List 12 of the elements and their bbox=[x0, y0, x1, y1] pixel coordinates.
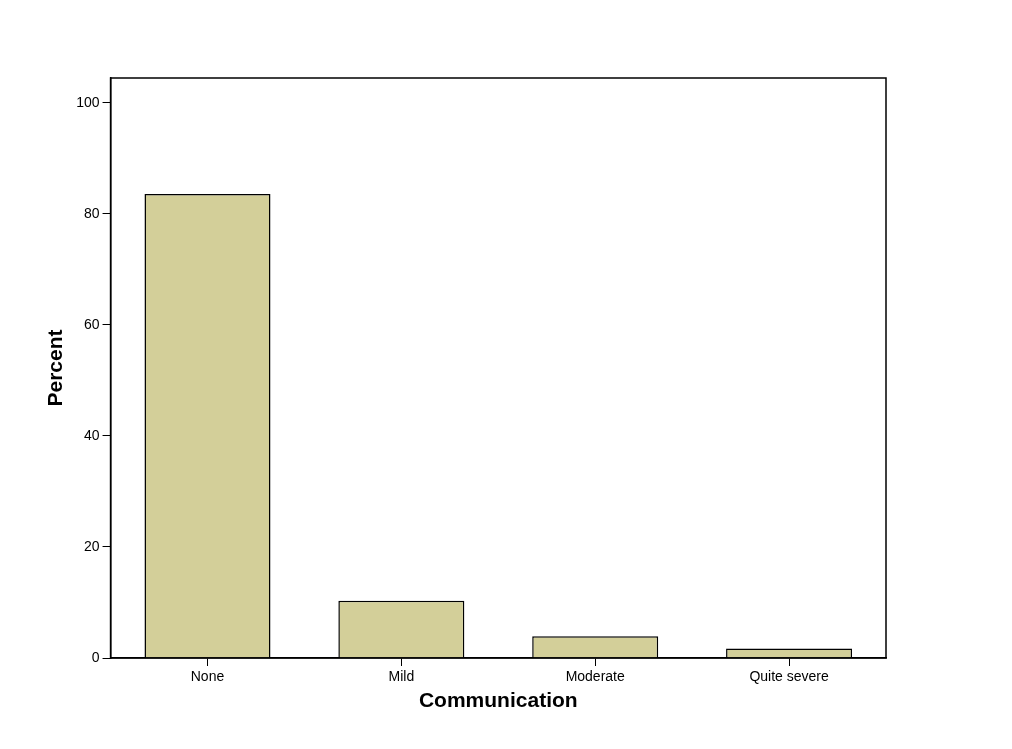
y-tick-label: 0 bbox=[91, 648, 100, 665]
y-tick-label: 20 bbox=[83, 537, 100, 554]
y-tick-label: 60 bbox=[83, 315, 100, 332]
x-tick-label: Moderate bbox=[565, 668, 625, 685]
x-tick-label: None bbox=[190, 668, 225, 685]
x-tick-label: Quite severe bbox=[749, 668, 829, 685]
y-tick-label: 80 bbox=[83, 204, 100, 221]
y-tick-label: 40 bbox=[83, 426, 100, 443]
y-tick-label: 100 bbox=[76, 93, 100, 110]
x-tick-label: Mild bbox=[388, 668, 415, 685]
y-axis-title: Percent bbox=[43, 329, 67, 407]
x-axis-title: Communication bbox=[418, 688, 578, 712]
